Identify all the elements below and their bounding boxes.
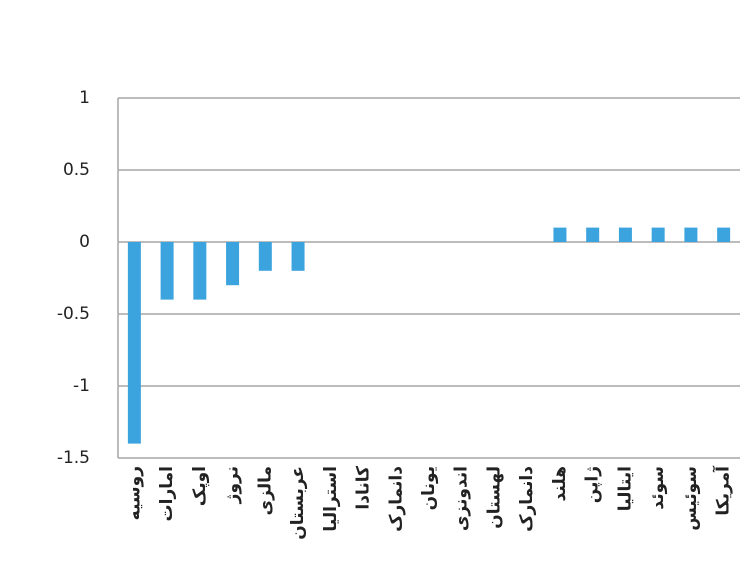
x-tick-label: دانمارک [517,466,537,532]
x-tick-label: لهستان [484,466,504,529]
bar [291,242,305,271]
bar [684,227,698,242]
x-tick-label: مالزی [255,466,275,515]
y-tick-label: -1.5 [57,448,90,468]
bar [193,242,207,300]
x-tick-label: سوئد [648,466,668,510]
x-tick-label: سوئیس [681,466,701,531]
x-tick-label: دانمارک [386,466,406,532]
bar [226,242,240,286]
x-tick-label: آمریکا [712,465,734,516]
bar [618,227,632,242]
bar [553,227,567,242]
y-tick-label: -1 [73,376,90,396]
y-tick-label: -0.5 [57,304,90,324]
y-tick-label: 0.5 [63,160,90,180]
y-tick-label: 1 [79,88,90,108]
bar [651,227,665,242]
x-tick-label: استرالیا [321,466,341,532]
x-tick-label: عربستان [288,466,308,540]
x-tick-label: اوپک [190,466,210,506]
bar [258,242,272,271]
bar [586,227,600,242]
y-tick-label: 0 [79,232,90,252]
x-tick-label: روسیه [124,466,144,520]
x-tick-label: ایتالیا [615,466,635,511]
bar [717,227,731,242]
x-tick-label: کانادا [354,466,374,510]
x-tick-label: اندونزی [452,466,472,531]
x-tick-label: هلند [550,466,570,502]
bar [160,242,174,300]
x-tick-label: امارات [157,466,177,521]
x-tick-label: یونان [419,466,439,510]
x-tick-label: نروژ [223,466,243,504]
x-tick-label: ژاپن [583,466,603,503]
bar [127,242,141,444]
